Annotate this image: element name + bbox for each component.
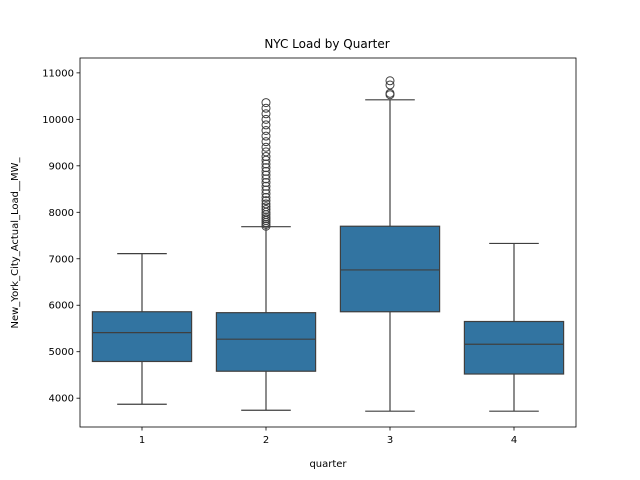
outlier-point: [261, 189, 271, 199]
y-axis-label: New_York_City_Actual_Load__MW_: [10, 156, 21, 328]
outlier-point: [261, 196, 271, 206]
box-group-4: [463, 242, 565, 412]
outlier-point: [261, 174, 271, 184]
outlier-point: [261, 120, 271, 130]
outlier-point: [261, 131, 271, 141]
outlier-point: [261, 185, 271, 195]
x-axis-label: quarter: [309, 459, 347, 470]
outlier-point: [261, 166, 271, 176]
chart-title: NYC Load by Quarter: [264, 37, 389, 51]
plot-frame: [79, 57, 577, 428]
outlier-point: [261, 181, 271, 191]
y-tick-label: 11000: [42, 68, 74, 79]
x-tick-label: 1: [139, 435, 145, 446]
iqr-box: [91, 311, 193, 363]
outlier-point: [385, 80, 395, 90]
box-group-3: [339, 76, 441, 412]
outlier-point: [261, 159, 271, 169]
outlier-point: [261, 137, 271, 147]
outlier-point: [261, 125, 271, 135]
outlier-point: [261, 178, 271, 188]
outlier-point: [261, 114, 271, 124]
y-tick-label: 10000: [42, 115, 74, 126]
y-tick-label: 8000: [49, 208, 74, 219]
x-tick-label: 2: [263, 435, 269, 446]
outlier-point: [261, 103, 271, 113]
outlier-point: [261, 202, 271, 212]
outlier-point: [261, 170, 271, 180]
x-tick-label: 4: [511, 435, 517, 446]
y-tick-label: 6000: [49, 301, 74, 312]
outlier-point: [261, 147, 271, 157]
outlier-point: [261, 152, 271, 162]
outlier-point: [261, 199, 271, 209]
outlier-point: [261, 192, 271, 202]
outlier-point: [385, 76, 395, 86]
outlier-point: [261, 212, 271, 222]
x-tick-label: 3: [387, 435, 393, 446]
iqr-box: [339, 225, 441, 313]
y-tick-label: 9000: [49, 161, 74, 172]
y-tick-label: 7000: [49, 254, 74, 265]
outlier-point: [261, 205, 271, 215]
outlier-point: [261, 98, 271, 108]
outlier-point: [261, 109, 271, 119]
outlier-point: [261, 163, 271, 173]
y-tick-label: 5000: [49, 347, 74, 358]
box-group-1: [91, 253, 193, 405]
iqr-box: [215, 312, 317, 372]
outlier-point: [261, 142, 271, 152]
iqr-box: [463, 320, 565, 375]
y-tick-label: 4000: [49, 394, 74, 405]
box-group-2: [215, 98, 317, 411]
